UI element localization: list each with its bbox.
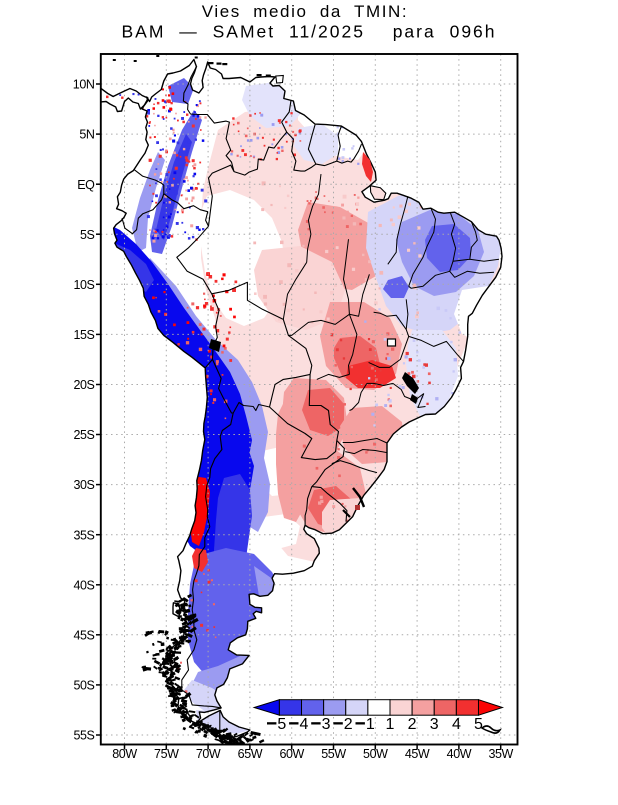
svg-text:30S: 30S <box>73 478 94 492</box>
svg-text:Vies medio da TMIN:: Vies medio da TMIN: <box>202 2 409 21</box>
svg-text:5: 5 <box>277 716 286 733</box>
svg-text:BAM — SAMet 11/2025 para 096h: BAM — SAMet 11/2025 para 096h <box>121 21 496 41</box>
svg-text:5S: 5S <box>80 228 95 242</box>
svg-text:40W: 40W <box>447 747 472 761</box>
svg-text:5N: 5N <box>79 128 95 142</box>
svg-text:3: 3 <box>430 716 439 733</box>
svg-text:EQ: EQ <box>77 178 95 192</box>
svg-text:3: 3 <box>322 716 331 733</box>
svg-text:75W: 75W <box>154 747 179 761</box>
svg-text:4: 4 <box>300 716 309 733</box>
svg-text:10S: 10S <box>73 278 94 292</box>
svg-text:50W: 50W <box>363 747 388 761</box>
svg-text:60W: 60W <box>279 747 304 761</box>
svg-text:20S: 20S <box>73 378 94 392</box>
svg-text:80W: 80W <box>112 747 137 761</box>
svg-text:35S: 35S <box>73 528 94 542</box>
svg-text:45W: 45W <box>405 747 430 761</box>
svg-text:10N: 10N <box>73 78 95 92</box>
svg-text:4: 4 <box>452 716 461 733</box>
svg-text:25S: 25S <box>73 428 94 442</box>
svg-text:55W: 55W <box>321 747 346 761</box>
svg-text:70W: 70W <box>196 747 221 761</box>
svg-text:1: 1 <box>386 716 395 733</box>
svg-text:40S: 40S <box>73 578 94 592</box>
svg-text:2: 2 <box>408 716 417 733</box>
svg-text:65W: 65W <box>238 747 263 761</box>
svg-text:1: 1 <box>366 716 375 733</box>
svg-text:55S: 55S <box>73 729 94 743</box>
svg-text:2: 2 <box>344 716 353 733</box>
svg-text:35W: 35W <box>488 747 513 761</box>
svg-text:5: 5 <box>474 716 483 733</box>
svg-text:15S: 15S <box>73 328 94 342</box>
svg-text:50S: 50S <box>73 679 94 693</box>
svg-text:45S: 45S <box>73 628 94 642</box>
